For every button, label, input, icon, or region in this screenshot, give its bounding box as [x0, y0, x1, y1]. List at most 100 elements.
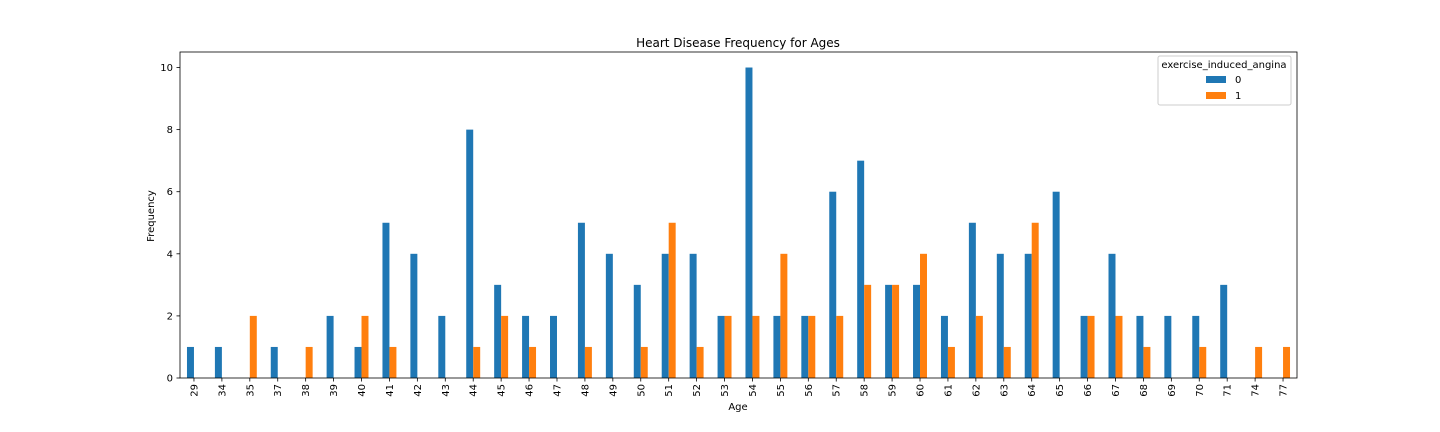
bar-series-1-48 [584, 346, 592, 378]
bar-series-0-51 [661, 253, 669, 378]
x-tick-label-65: 65 [1055, 384, 1066, 397]
x-tick-label-63: 63 [999, 384, 1010, 397]
bar-series-1-38 [305, 346, 313, 378]
bar-series-0-43 [438, 315, 446, 378]
bar-series-0-29 [186, 346, 194, 378]
bar-series-1-53 [724, 315, 732, 378]
x-axis-label: Age [728, 402, 747, 413]
bar-series-0-60 [913, 284, 921, 378]
y-tick-label-6: 6 [167, 187, 173, 198]
x-tick-label-67: 67 [1111, 384, 1122, 397]
x-tick-label-34: 34 [217, 384, 228, 397]
bar-series-1-50 [640, 346, 648, 378]
bar-series-0-70 [1192, 315, 1200, 378]
bar-series-1-45 [501, 315, 509, 378]
bar-series-0-50 [633, 284, 641, 378]
bar-series-1-56 [808, 315, 816, 378]
bar-series-0-65 [1052, 191, 1060, 378]
bar-series-0-47 [550, 315, 557, 378]
legend-label-0: 0 [1235, 75, 1241, 86]
x-tick-label-77: 77 [1279, 384, 1290, 397]
bar-series-1-70 [1199, 346, 1207, 378]
y-tick-label-4: 4 [167, 249, 173, 260]
bar-series-1-58 [864, 284, 872, 378]
x-tick-label-49: 49 [608, 384, 619, 397]
bar-series-0-37 [270, 346, 278, 378]
x-tick-label-40: 40 [357, 384, 368, 397]
x-tick-label-44: 44 [469, 384, 480, 397]
bar-series-1-44 [473, 346, 481, 378]
bar-series-1-66 [1087, 315, 1095, 378]
x-tick-label-61: 61 [943, 384, 954, 397]
bar-series-0-45 [494, 284, 502, 378]
bar-series-1-64 [1031, 222, 1039, 378]
legend: exercise_induced_angina 0 1 [1157, 55, 1292, 106]
bar-series-0-56 [801, 315, 809, 378]
x-tick-label-56: 56 [804, 384, 815, 397]
bar-series-0-40 [354, 346, 362, 378]
x-tick-label-52: 52 [692, 384, 703, 397]
bar-series-1-63 [1003, 346, 1011, 378]
bar-series-1-62 [975, 315, 983, 378]
x-tick-label-59: 59 [888, 384, 899, 397]
bar-series-0-52 [689, 253, 697, 378]
x-tick-label-69: 69 [1167, 384, 1178, 397]
bar-series-1-60 [920, 253, 927, 378]
bar-series-0-64 [1024, 253, 1032, 378]
bar-series-0-62 [968, 222, 976, 378]
bar-series-0-63 [996, 253, 1004, 378]
x-tick-label-64: 64 [1027, 384, 1038, 397]
bar-series-1-40 [361, 315, 369, 378]
x-tick-label-47: 47 [552, 384, 563, 397]
bar-series-1-35 [249, 315, 257, 378]
legend-swatch-0 [1206, 76, 1226, 83]
x-tick-label-74: 74 [1251, 384, 1262, 397]
x-tick-label-29: 29 [189, 384, 200, 397]
bar-series-0-57 [829, 191, 837, 378]
legend-label-1: 1 [1235, 91, 1241, 102]
x-tick-label-43: 43 [441, 384, 452, 397]
axes-frame [179, 51, 1298, 379]
legend-swatch-1 [1206, 92, 1226, 99]
y-axis-label: Frequency [146, 190, 157, 242]
bar-series-0-59 [885, 284, 893, 378]
bar-series-0-69 [1164, 315, 1172, 378]
bar-series-0-68 [1136, 315, 1144, 378]
x-tick-label-50: 50 [636, 384, 647, 397]
x-tick-label-53: 53 [720, 384, 731, 397]
x-tick-label-57: 57 [832, 384, 843, 397]
legend-title: exercise_induced_angina [1161, 60, 1286, 71]
y-tick-label-10: 10 [160, 63, 173, 74]
x-tick-label-45: 45 [497, 384, 508, 397]
x-tick-label-60: 60 [916, 384, 927, 397]
x-tick-label-46: 46 [525, 384, 536, 397]
bar-series-1-68 [1143, 346, 1151, 378]
x-tick-label-70: 70 [1195, 384, 1206, 397]
chart-title: Heart Disease Frequency for Ages [636, 36, 840, 50]
bar-series-1-51 [668, 222, 676, 378]
bar-series-0-39 [326, 315, 334, 378]
x-tick-label-41: 41 [385, 384, 396, 397]
bar-series-1-77 [1283, 346, 1291, 378]
bar-series-0-54 [745, 67, 753, 379]
y-tick-label-8: 8 [167, 125, 173, 136]
bar-series-0-67 [1108, 253, 1116, 378]
bar-series-0-46 [522, 315, 530, 378]
bar-series-0-61 [940, 315, 948, 378]
bar-series-0-53 [717, 315, 725, 378]
bar-series-0-42 [410, 253, 418, 378]
x-tick-label-71: 71 [1223, 384, 1234, 397]
x-tick-label-37: 37 [273, 384, 284, 397]
x-tick-label-51: 51 [664, 384, 675, 397]
bar-series-1-54 [752, 315, 760, 378]
bar-series-1-46 [529, 346, 537, 378]
bar-series-1-61 [947, 346, 955, 378]
x-tick-label-58: 58 [860, 384, 871, 397]
bar-series-0-48 [577, 222, 585, 378]
y-tick-label-0: 0 [167, 374, 173, 385]
bar-series-0-58 [857, 160, 865, 378]
bar-series-1-41 [389, 346, 397, 378]
bar-series-1-67 [1115, 315, 1123, 378]
bar-series-0-55 [773, 315, 781, 378]
